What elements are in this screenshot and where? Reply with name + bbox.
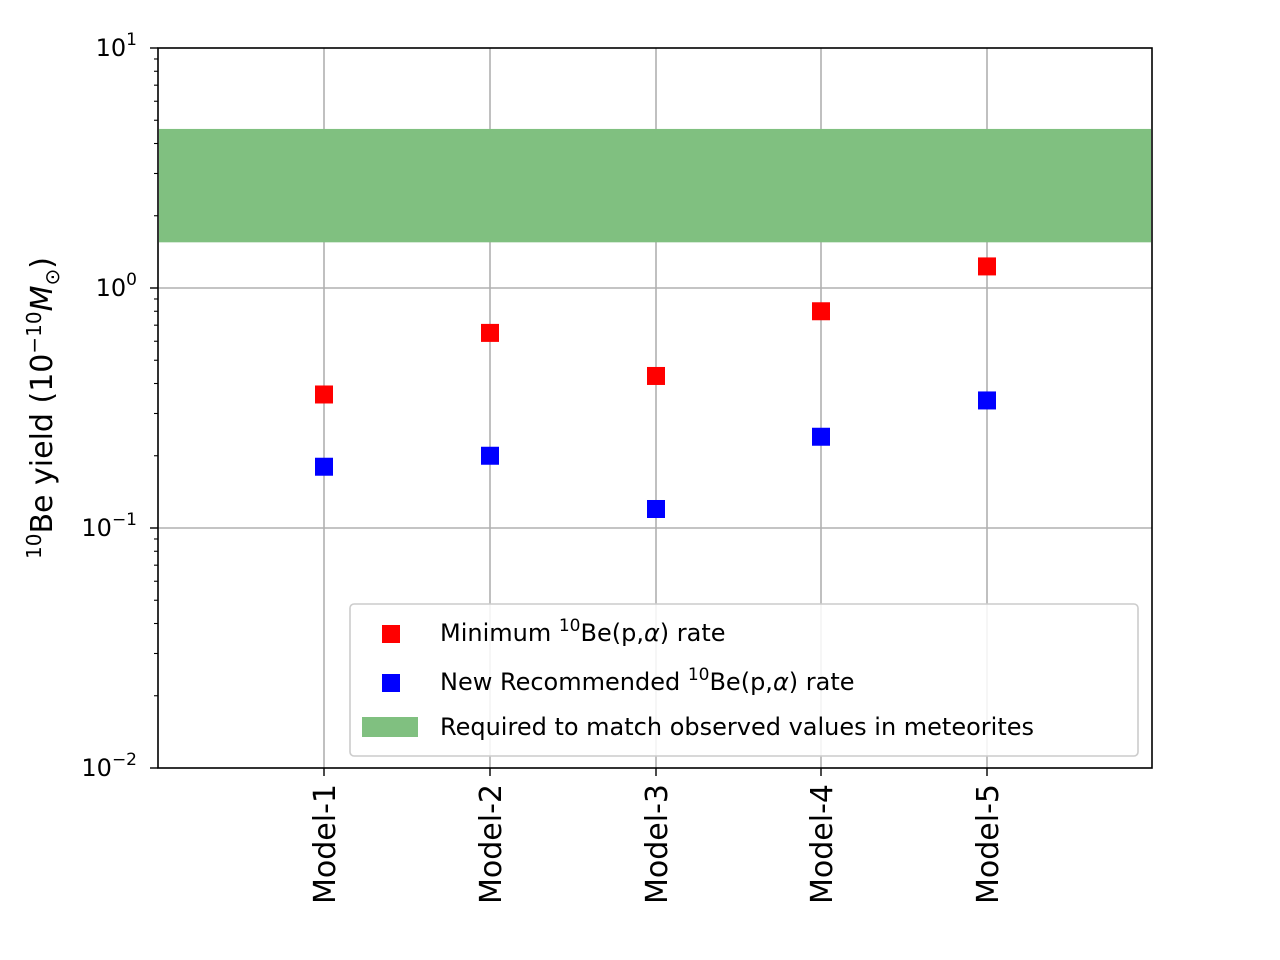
legend-label-minimum: Minimum 10Be(p,α) rate: [440, 616, 726, 647]
y-tick-base: 10: [81, 754, 112, 782]
x-tick-label: Model-3: [640, 784, 675, 904]
y-axis-title: 10Be yield (10−10M⊙): [22, 257, 64, 559]
legend-label-minimum-iso: 10: [559, 616, 581, 636]
x-tick-label: Model-4: [805, 784, 840, 904]
legend-label-recommended-greek: α: [773, 668, 789, 696]
recommended-rate-point: [481, 446, 499, 465]
legend-swatch-recommended: [382, 674, 400, 692]
recommended-rate-point: [647, 499, 665, 518]
legend-label-recommended-post: Be(p,: [709, 668, 772, 696]
y-tick-label: 100: [96, 270, 137, 302]
legend-label-recommended-iso: 10: [688, 665, 710, 685]
minimum-rate-point: [481, 323, 499, 342]
y-tick-label: 101: [96, 30, 137, 62]
y-tick-base: 10: [81, 514, 112, 542]
minimum-rate-point: [812, 302, 830, 321]
x-tick-label: Model-1: [308, 784, 343, 904]
recommended-rate-point: [978, 391, 996, 410]
recommended-rate-point: [812, 427, 830, 446]
x-tick-label: Model-2: [474, 784, 509, 904]
y-tick-base: 10: [96, 274, 127, 302]
plot-frame: [157, 47, 1153, 769]
required-range-band: [159, 128, 1151, 243]
minimum-rate-point: [978, 257, 996, 276]
y-tick-label: 10−2: [81, 750, 137, 782]
y-axis-title-iso: 10: [22, 534, 46, 559]
legend-label-recommended-tail: ) rate: [789, 668, 855, 696]
legend-label-recommended-pre: New Recommended: [440, 668, 688, 696]
y-axis-title-unit: M: [25, 285, 60, 311]
minimum-rate-point: [315, 385, 333, 404]
y-axis-title-base: Be yield (10: [25, 354, 60, 534]
legend-label-minimum-post: Be(p,: [581, 619, 644, 647]
y-tick-exponent: −2: [112, 750, 137, 770]
y-axis-title-close: ): [25, 257, 60, 269]
legend-label-minimum-pre: Minimum: [440, 619, 559, 647]
legend-label-band: Required to match observed values in met…: [440, 713, 1034, 741]
x-tick-label: Model-5: [971, 784, 1006, 904]
legend-label-recommended: New Recommended 10Be(p,α) rate: [440, 665, 855, 696]
legend-label-minimum-greek: α: [644, 619, 660, 647]
legend-swatch-band: [362, 717, 418, 737]
y-tick-exponent: 0: [126, 270, 137, 290]
legend-swatch-minimum: [382, 625, 400, 643]
legend: Minimum 10Be(p,α) rate New Recommended 1…: [349, 603, 1139, 757]
y-axis-title-sub: ⊙: [40, 269, 64, 286]
minimum-rate-point: [647, 366, 665, 385]
recommended-rate-point: [315, 457, 333, 476]
y-tick-label: 10−1: [81, 510, 137, 542]
y-tick-exponent: 1: [126, 30, 137, 50]
y-tick-exponent: −1: [112, 510, 137, 530]
legend-frame: [349, 603, 1139, 757]
y-axis-title-exp: −10: [22, 311, 46, 353]
legend-label-minimum-tail: ) rate: [660, 619, 726, 647]
data-points: [315, 257, 996, 518]
y-tick-base: 10: [96, 34, 127, 62]
